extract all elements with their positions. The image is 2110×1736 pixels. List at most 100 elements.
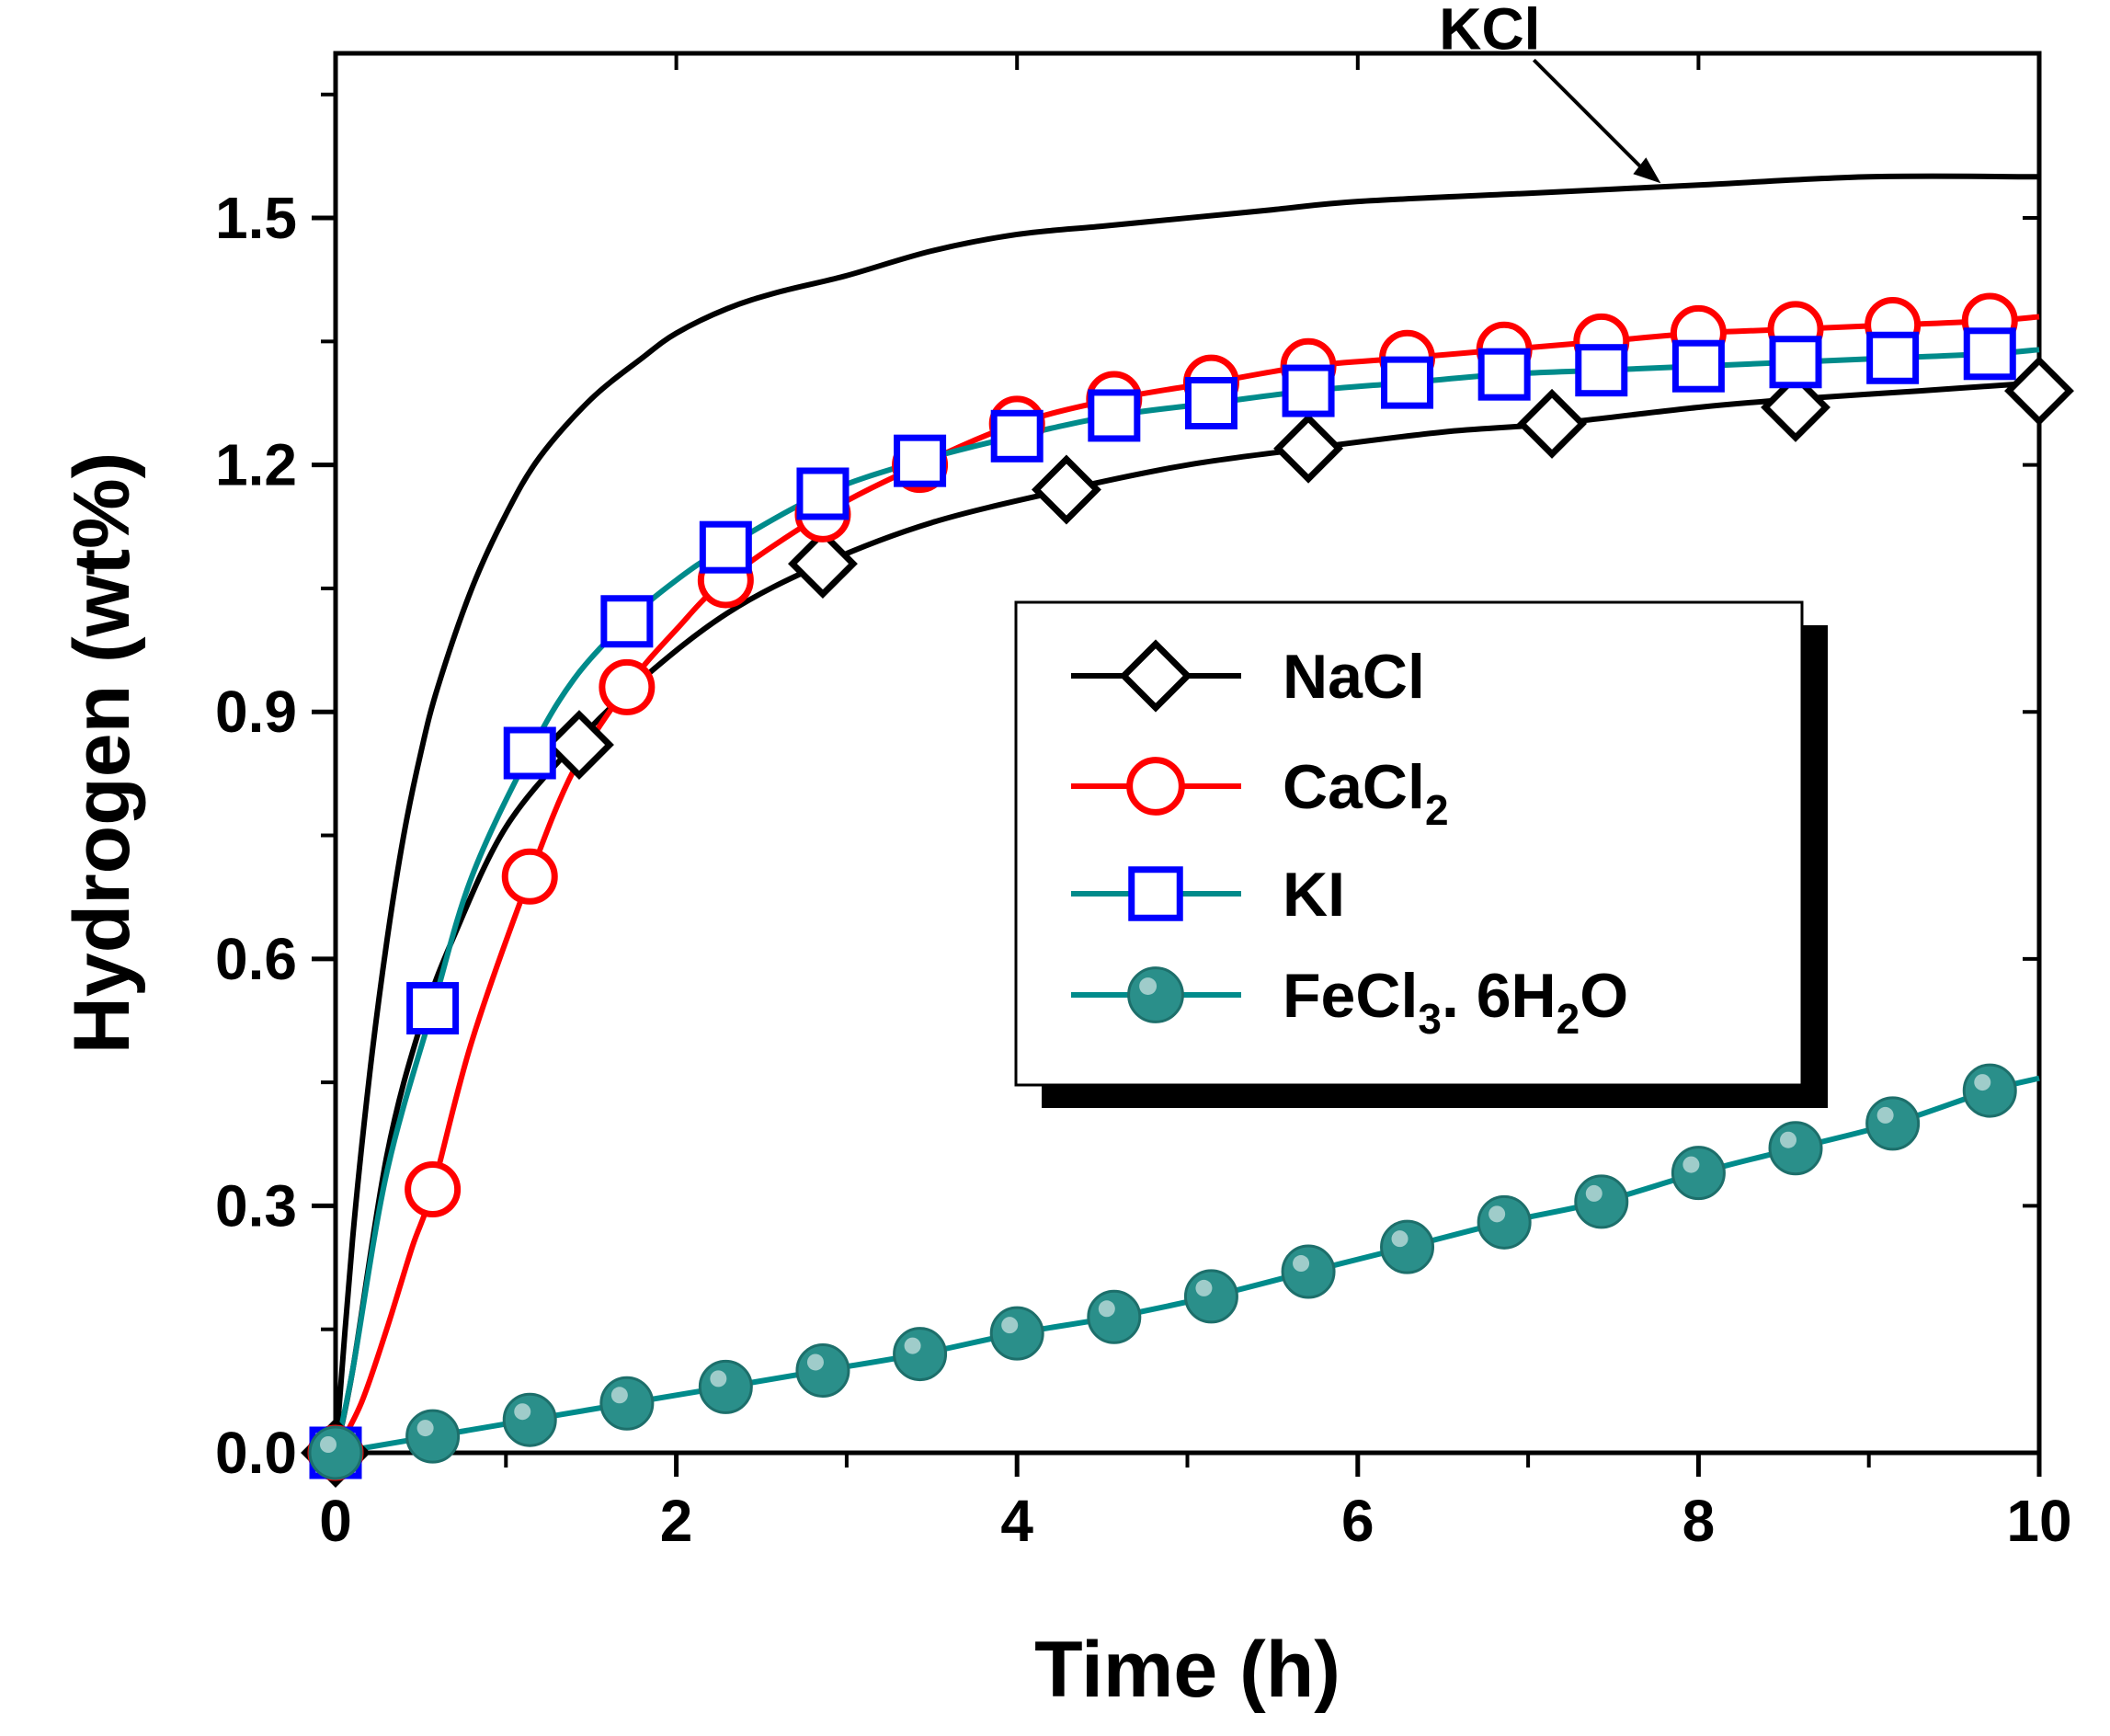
legend-subscript: 2 xyxy=(1425,786,1449,834)
legend-marker-fecl3-6h2o xyxy=(1127,966,1184,1023)
x-tick-label: 6 xyxy=(1341,1488,1374,1554)
x-tick-label: 2 xyxy=(660,1488,693,1554)
legend-text-part: . 6H xyxy=(1442,961,1557,1031)
data-point-cacl2 xyxy=(405,1161,462,1218)
data-point-fecl3-6h2o-highlight xyxy=(514,1403,531,1421)
data-point-fecl3-6h2o xyxy=(502,1392,557,1447)
data-point-fecl3-6h2o xyxy=(1768,1121,1823,1176)
data-point-fecl3-6h2o-highlight xyxy=(1195,1279,1213,1296)
legend-marker-ki xyxy=(1128,866,1183,921)
data-point-ki xyxy=(699,520,752,574)
data-point-fecl3-6h2o-highlight xyxy=(904,1337,921,1354)
data-point-ki xyxy=(1866,331,1920,384)
data-point-ki xyxy=(600,595,654,648)
data-point-fecl3-6h2o-highlight xyxy=(1974,1074,1991,1091)
series-markers xyxy=(301,292,2074,1488)
data-point-fecl3-6h2o-highlight xyxy=(806,1353,824,1371)
data-point-ki xyxy=(503,726,556,780)
data-point-fecl3-6h2o-highlight xyxy=(416,1420,434,1437)
data-point-fecl3-6h2o-highlight xyxy=(1876,1106,1894,1124)
data-point-fecl3-6h2o-highlight xyxy=(1780,1131,1797,1148)
data-point-ki xyxy=(796,467,850,520)
data-point-nacl xyxy=(1273,413,1344,484)
legend-label-cacl2: CaCl2 xyxy=(1283,752,1449,834)
x-tick-label: 10 xyxy=(2006,1488,2071,1554)
data-point-fecl3-6h2o-highlight xyxy=(1488,1205,1506,1223)
data-point-fecl3-6h2o xyxy=(893,1327,948,1382)
series-line-kcl xyxy=(333,173,2040,1454)
data-point-fecl3-6h2o xyxy=(1380,1219,1435,1274)
annotations: KCl xyxy=(1439,0,1661,184)
data-point-nacl xyxy=(544,710,614,780)
x-tick-label: 0 xyxy=(319,1488,352,1554)
data-point-fecl3-6h2o-highlight xyxy=(1585,1184,1602,1202)
legend-text-part: KI xyxy=(1283,860,1345,930)
data-point-ki xyxy=(1671,339,1725,393)
y-tick-label: 0.3 xyxy=(215,1172,297,1239)
x-tick-label: 4 xyxy=(1000,1488,1033,1554)
data-point-ki xyxy=(1769,336,1822,389)
data-point-ki xyxy=(406,982,460,1035)
legend-label-fecl3-6h2o: FeCl3. 6H2O xyxy=(1283,961,1628,1043)
data-point-ki xyxy=(990,409,1044,463)
legend-marker-cacl2 xyxy=(1126,757,1185,816)
data-point-fecl3-6h2o xyxy=(1281,1244,1336,1299)
legend-label-nacl: NaCl xyxy=(1283,642,1425,712)
x-axis-title: Time (h) xyxy=(1034,1626,1340,1714)
legend-text-part: O xyxy=(1580,961,1628,1031)
data-point-nacl xyxy=(2004,356,2074,427)
data-point-ki xyxy=(1184,377,1237,429)
data-point-ki xyxy=(894,434,947,487)
data-point-ki xyxy=(1963,327,2016,381)
data-point-fecl3-6h2o-highlight xyxy=(1098,1300,1115,1318)
legend-subscript: 3 xyxy=(1418,995,1442,1043)
data-point-nacl xyxy=(1031,454,1101,525)
kcl-annotation-arrow-shaft xyxy=(1532,58,1651,177)
data-point-fecl3-6h2o xyxy=(1671,1146,1726,1201)
y-tick-label: 1.2 xyxy=(215,432,297,498)
data-point-fecl3-6h2o xyxy=(1962,1063,2017,1118)
kcl-annotation-label: KCl xyxy=(1439,0,1540,62)
data-point-fecl3-6h2o xyxy=(1087,1289,1142,1344)
kcl-annotation-arrowhead xyxy=(1633,157,1661,184)
data-point-cacl2 xyxy=(501,848,558,905)
data-point-fecl3-6h2o xyxy=(795,1342,850,1398)
y-tick-label: 0.6 xyxy=(215,926,297,992)
data-point-fecl3-6h2o xyxy=(1183,1269,1238,1324)
data-point-fecl3-6h2o-highlight xyxy=(1293,1255,1310,1273)
data-point-fecl3-6h2o xyxy=(599,1376,655,1431)
legend-marker-fecl3-6h2o-highlight xyxy=(1139,977,1158,996)
y-tick-label: 0.0 xyxy=(215,1420,297,1486)
x-tick-label: 8 xyxy=(1682,1488,1716,1554)
data-point-fecl3-6h2o xyxy=(1574,1174,1629,1229)
data-point-fecl3-6h2o-highlight xyxy=(710,1370,727,1388)
data-point-ki xyxy=(1575,344,1628,397)
data-point-fecl3-6h2o-highlight xyxy=(320,1436,336,1453)
data-point-fecl3-6h2o xyxy=(405,1409,461,1464)
data-point-fecl3-6h2o-highlight xyxy=(1391,1230,1409,1248)
axis-ticks: 0 2 4 6 8 10 0.0 0.3 0.6 0.9 1.2 1.5 xyxy=(215,53,2072,1554)
data-point-fecl3-6h2o xyxy=(989,1306,1044,1361)
data-point-nacl xyxy=(1761,372,1831,442)
legend-text-part: NaCl xyxy=(1283,642,1425,712)
legend-subscript: 2 xyxy=(1557,995,1580,1043)
data-point-fecl3-6h2o xyxy=(1477,1194,1532,1250)
data-point-ki xyxy=(1477,348,1531,401)
y-tick-label: 1.5 xyxy=(215,185,297,251)
data-point-cacl2 xyxy=(599,658,656,715)
data-point-nacl xyxy=(788,529,858,600)
legend-label-ki: KI xyxy=(1283,860,1345,930)
data-point-fecl3-6h2o-highlight xyxy=(1001,1317,1019,1334)
data-point-fecl3-6h2o-highlight xyxy=(1682,1156,1700,1173)
data-point-fecl3-6h2o-highlight xyxy=(610,1387,628,1404)
data-point-fecl3-6h2o xyxy=(698,1359,753,1414)
legend-marker-nacl xyxy=(1119,639,1192,713)
y-axis-title: Hydrogen (wt%) xyxy=(58,452,146,1055)
data-point-ki xyxy=(1088,389,1141,442)
data-point-nacl xyxy=(1517,388,1587,459)
data-point-fecl3-6h2o xyxy=(308,1425,363,1480)
data-point-fecl3-6h2o xyxy=(1865,1096,1921,1151)
legend-text-part: FeCl xyxy=(1283,961,1418,1031)
